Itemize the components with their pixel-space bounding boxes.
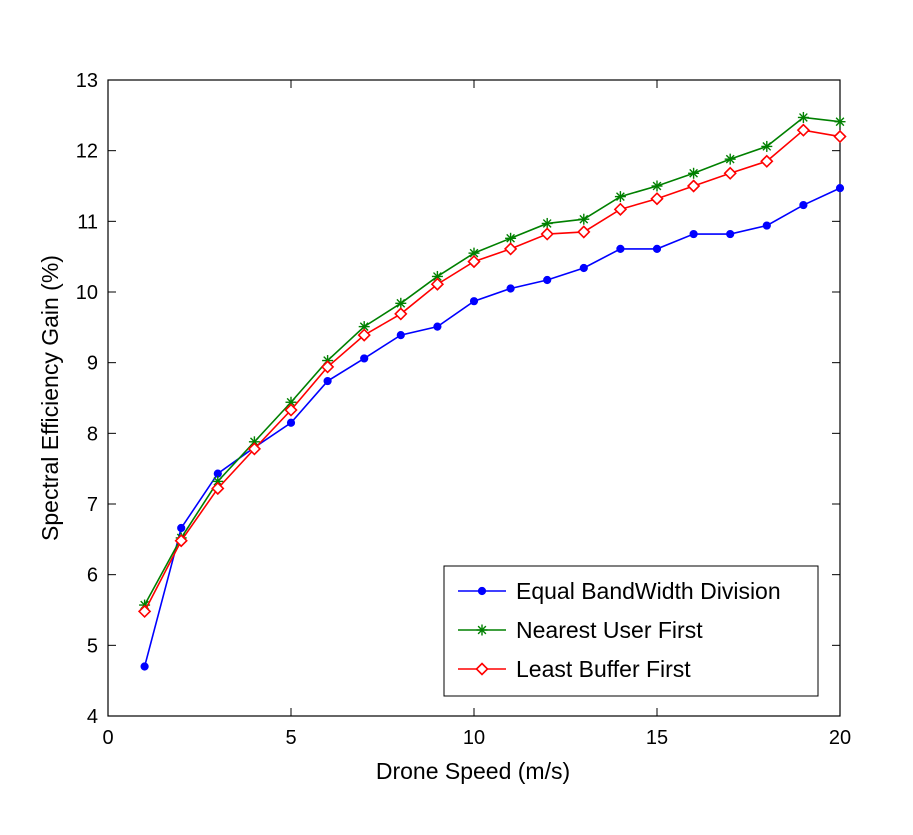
- data-point-nearest-user-first: [395, 297, 407, 309]
- data-point-least-buffer-first: [650, 192, 664, 206]
- x-tick-label: 0: [102, 727, 113, 749]
- y-tick-label: 8: [87, 423, 98, 445]
- data-point-least-buffer-first: [503, 242, 518, 256]
- y-tick-label: 11: [77, 211, 98, 233]
- data-point-equal-bandwidth-division: [726, 229, 735, 239]
- data-point-least-buffer-first: [137, 604, 152, 619]
- data-point-least-buffer-first: [577, 225, 591, 239]
- data-point-equal-bandwidth-division: [652, 244, 662, 253]
- data-point-nearest-user-first: [761, 140, 773, 152]
- data-point-least-buffer-first: [357, 328, 371, 342]
- data-point-equal-bandwidth-division: [762, 221, 771, 230]
- series-line-nearest-user-first: [143, 116, 841, 606]
- series-nearest-user-first: [139, 111, 846, 611]
- data-point-equal-bandwidth-division: [506, 284, 515, 293]
- data-point-nearest-user-first: [614, 191, 626, 203]
- legend-label-nearest-user-first: Nearest User First: [516, 617, 703, 643]
- data-point-least-buffer-first: [760, 154, 774, 168]
- data-point-least-buffer-first: [430, 277, 445, 291]
- data-point-nearest-user-first: [468, 247, 480, 259]
- legend-label-equal-bandwidth-division: Equal BandWidth Division: [516, 578, 781, 604]
- data-point-equal-bandwidth-division: [360, 354, 369, 363]
- data-point-equal-bandwidth-division: [323, 376, 332, 386]
- data-point-least-buffer-first: [320, 360, 335, 374]
- data-point-equal-bandwidth-division: [177, 523, 186, 533]
- data-point-least-buffer-first: [613, 202, 628, 216]
- data-point-nearest-user-first: [358, 321, 370, 333]
- x-tick-label: 15: [646, 727, 668, 749]
- x-tick-label: 10: [463, 727, 485, 749]
- legend-marker-least-buffer-first: [475, 662, 489, 676]
- y-tick-label: 13: [76, 70, 98, 92]
- legend-box: [443, 565, 819, 697]
- y-tick-label: 4: [87, 706, 98, 728]
- data-point-nearest-user-first: [431, 270, 443, 282]
- data-point-least-buffer-first: [723, 166, 737, 180]
- data-point-least-buffer-first: [796, 123, 811, 137]
- y-tick-label: 5: [87, 635, 98, 657]
- data-point-nearest-user-first: [578, 213, 590, 225]
- data-point-equal-bandwidth-division: [799, 200, 808, 210]
- x-tick-label: 20: [829, 727, 851, 749]
- data-point-equal-bandwidth-division: [579, 263, 588, 273]
- data-point-equal-bandwidth-division: [835, 184, 845, 193]
- data-point-least-buffer-first: [394, 307, 408, 321]
- data-point-least-buffer-first: [174, 534, 188, 548]
- data-point-equal-bandwidth-division: [396, 331, 405, 340]
- data-point-least-buffer-first: [211, 481, 225, 496]
- data-point-least-buffer-first: [247, 442, 262, 456]
- legend-label-least-buffer-first: Least Buffer First: [516, 656, 691, 682]
- y-tick-label: 9: [87, 353, 98, 375]
- data-point-equal-bandwidth-division: [469, 297, 479, 306]
- data-point-nearest-user-first: [651, 180, 663, 192]
- x-axis-label: Drone Speed (m/s): [376, 758, 570, 784]
- data-point-nearest-user-first: [724, 153, 736, 165]
- data-point-least-buffer-first: [833, 129, 847, 144]
- legend: Equal BandWidth Division Nearest User Fir…: [443, 565, 819, 697]
- data-point-nearest-user-first: [797, 111, 809, 123]
- data-point-nearest-user-first: [834, 116, 846, 128]
- data-point-equal-bandwidth-division: [286, 418, 296, 427]
- series-least-buffer-first: [137, 123, 847, 619]
- y-tick-label: 6: [87, 565, 98, 587]
- series-line-least-buffer-first: [143, 129, 841, 612]
- data-point-least-buffer-first: [284, 403, 298, 417]
- data-point-equal-bandwidth-division: [689, 229, 698, 239]
- data-point-equal-bandwidth-division: [543, 275, 552, 285]
- data-point-nearest-user-first: [541, 217, 553, 229]
- data-point-equal-bandwidth-division: [140, 662, 149, 671]
- y-tick-label: 7: [87, 494, 98, 516]
- data-point-equal-bandwidth-division: [433, 322, 442, 331]
- x-tick-label: 5: [285, 727, 296, 749]
- plot-area: 0 5 10 15 20 4 5 6 7 8 9 10 11 12 13: [76, 70, 851, 749]
- y-axis-label: Spectral Efficiency Gain (%): [37, 255, 63, 541]
- data-point-nearest-user-first: [505, 232, 517, 244]
- data-point-least-buffer-first: [467, 254, 481, 269]
- y-tick-label: 10: [76, 282, 98, 304]
- data-point-least-buffer-first: [540, 227, 554, 241]
- legend-marker-equal-bandwidth-division: [477, 586, 487, 596]
- y-tick-label: 12: [76, 141, 98, 163]
- data-point-least-buffer-first: [686, 179, 701, 193]
- data-point-equal-bandwidth-division: [616, 244, 625, 253]
- data-point-nearest-user-first: [688, 167, 700, 179]
- legend-marker-nearest-user-first: [476, 624, 488, 636]
